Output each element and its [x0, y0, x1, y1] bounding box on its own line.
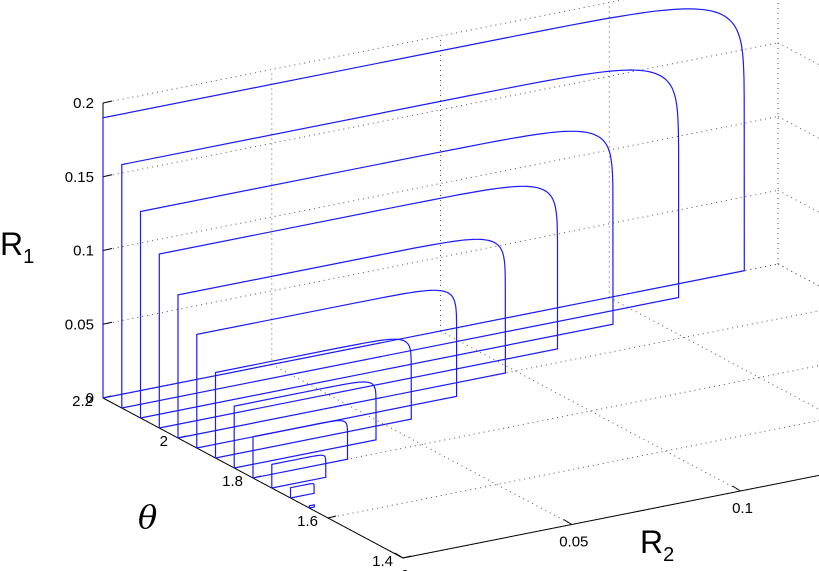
grid-line-back-z	[102, 0, 625, 104]
series-curve	[139, 130, 614, 419]
r1-axis-label: R1	[0, 226, 34, 268]
tick-labels: 00.050.10.150.21.41.61.822.200.050.10.15…	[65, 95, 753, 571]
series-curve	[214, 338, 412, 459]
theta-tick-mark	[327, 515, 337, 519]
r1-axis-label-sub: 1	[23, 246, 34, 268]
grid-line-floor-x	[609, 297, 819, 410]
series-curve	[121, 69, 680, 409]
series-curve	[289, 483, 315, 499]
series-curve	[252, 420, 349, 479]
theta-tick-label: 1.6	[297, 513, 318, 530]
grid-line-side-z	[777, 42, 819, 66]
z-tick-label: 0.15	[65, 169, 94, 186]
grid-lines	[102, 0, 819, 559]
z-tick-label: 0	[86, 390, 94, 407]
x-tick-mark	[732, 485, 741, 492]
grid-line-floor-x	[777, 263, 819, 287]
r2-axis-label-main: R	[640, 524, 663, 560]
z-tick-label: 0.2	[73, 95, 94, 112]
theta-tick-label: 2	[160, 433, 168, 450]
series-curve	[271, 454, 327, 489]
grid-line-side-z	[777, 189, 819, 213]
grid-line-floor-x	[440, 330, 741, 492]
grid-line-side-z	[777, 263, 819, 287]
data-series	[102, 8, 745, 509]
series-curve	[196, 289, 458, 449]
x-tick-mark	[563, 519, 573, 525]
series-curve	[177, 238, 507, 439]
grid-line-floor-y	[327, 420, 819, 519]
series-curve	[233, 381, 377, 469]
r2-axis-label-sub: 2	[663, 544, 674, 566]
z-tick-label: 0.05	[65, 316, 94, 333]
x-tick-label: 0.05	[559, 534, 588, 551]
grid-line-floor-y	[177, 310, 819, 439]
x-tick-mark	[394, 552, 404, 559]
grid-line-floor-x	[271, 364, 573, 525]
z-tick-mark	[102, 248, 113, 251]
z-tick-label: 0.1	[73, 243, 94, 260]
axis-lines	[102, 100, 819, 559]
theta-axis-label: θ	[138, 498, 157, 536]
x-tick-label: 0	[401, 567, 409, 571]
z-tick-mark	[102, 174, 113, 178]
theta-tick-mark	[402, 555, 412, 559]
series-curve	[308, 504, 315, 509]
theta-tick-label: 2.2	[72, 393, 93, 410]
grid-line-side-z	[777, 116, 819, 139]
z-tick-mark	[102, 321, 113, 325]
series-curve	[102, 8, 745, 399]
series-curve	[158, 185, 559, 429]
grid-line-floor-y	[252, 365, 819, 479]
grid-line-side-z	[778, 0, 819, 129]
r2-axis-label: R2	[640, 524, 674, 566]
theta-tick-label: 1.4	[372, 553, 393, 570]
x-tick-label: 0.1	[732, 500, 753, 517]
theta-tick-label: 1.8	[222, 473, 243, 490]
z-tick-mark	[102, 100, 113, 104]
r1-axis-label-main: R	[0, 226, 23, 262]
